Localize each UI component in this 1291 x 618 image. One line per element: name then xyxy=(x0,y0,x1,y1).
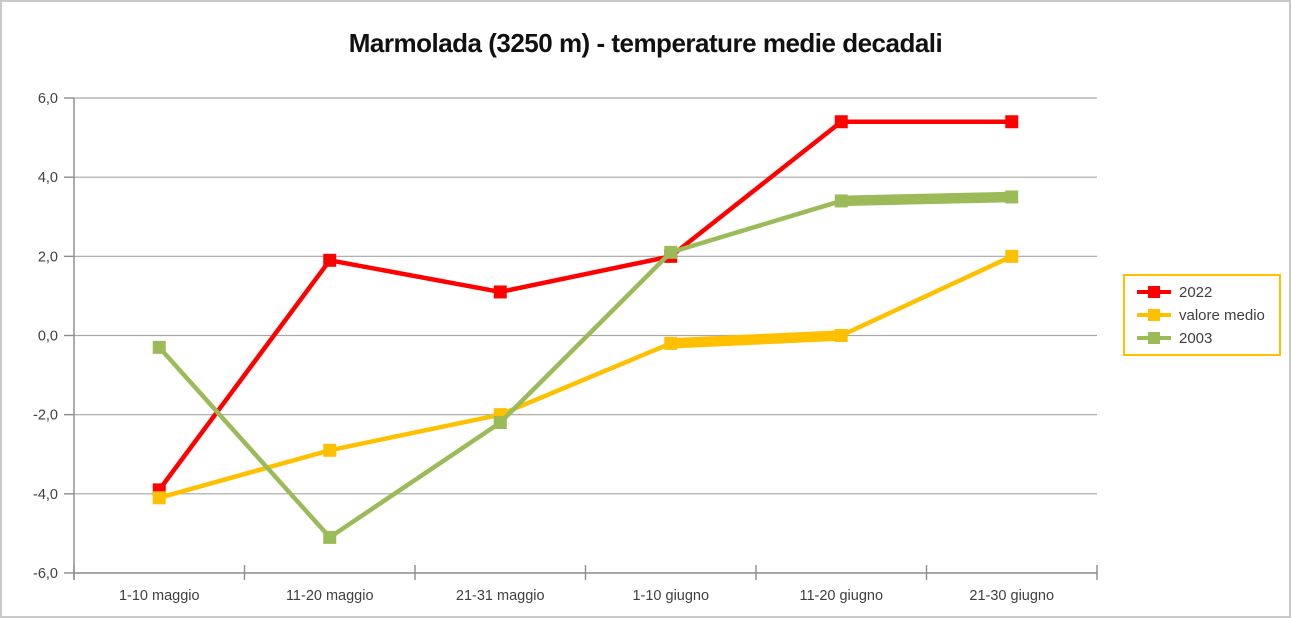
data-point-marker-2003 xyxy=(1005,190,1019,204)
chart-title: Marmolada (3250 m) - temperature medie d… xyxy=(348,28,943,58)
legend-item-2003[interactable]: 2003 xyxy=(1137,328,1275,348)
x-axis-category-label: 21-31 maggio xyxy=(456,588,545,604)
legend-item-valore-medio[interactable]: valore medio xyxy=(1137,305,1275,325)
legend-label: 2003 xyxy=(1179,329,1213,347)
data-point-marker-2003 xyxy=(152,340,166,354)
data-point-marker-2003 xyxy=(323,530,337,544)
x-axis-category-label: 1-10 giugno xyxy=(632,588,709,604)
legend-item-2022[interactable]: 2022 xyxy=(1137,282,1275,302)
y-axis-label: -2,0 xyxy=(33,408,58,424)
data-point-marker-valore-medio xyxy=(1005,249,1019,263)
data-point-marker-valore-medio xyxy=(664,336,678,350)
data-point-marker-valore-medio xyxy=(834,329,848,342)
y-axis-label: 4,0 xyxy=(38,170,58,186)
x-axis-category-label: 11-20 giugno xyxy=(799,588,883,604)
data-point-marker-2022 xyxy=(323,253,337,267)
emphasis-segment-2003 xyxy=(841,191,1012,207)
legend-label: valore medio xyxy=(1179,306,1265,324)
data-point-marker-2003 xyxy=(834,194,848,208)
y-axis-label: 0,0 xyxy=(38,329,58,345)
data-point-marker-2003 xyxy=(493,416,507,430)
y-axis-label: 2,0 xyxy=(38,249,58,265)
y-axis-label: 6,0 xyxy=(38,91,58,107)
x-axis-category-label: 11-20 maggio xyxy=(286,588,374,604)
legend-line-marker-swatch xyxy=(1137,286,1171,298)
emphasis-segment-valore-medio xyxy=(670,330,842,349)
series-line-valore-medio xyxy=(158,254,1013,500)
series-line-2022 xyxy=(157,119,1012,492)
series-line-2003 xyxy=(157,194,1012,540)
legend-line-marker-swatch xyxy=(1137,309,1171,321)
chart-legend: 2022 valore medio 2003 xyxy=(1123,274,1281,356)
legend-label: 2022 xyxy=(1179,283,1213,301)
data-point-marker-valore-medio xyxy=(152,491,166,505)
x-axis-category-label: 1-10 maggio xyxy=(119,588,200,604)
y-axis-label: -4,0 xyxy=(33,487,58,503)
y-axis-label: -6,0 xyxy=(33,566,58,582)
data-point-marker-2022 xyxy=(493,285,507,299)
legend-line-marker-swatch xyxy=(1137,332,1171,344)
data-point-marker-2003 xyxy=(664,245,678,259)
data-point-marker-valore-medio xyxy=(323,443,337,457)
x-axis-category-label: 21-30 giugno xyxy=(969,588,1054,604)
data-point-marker-2022 xyxy=(834,115,848,129)
data-point-marker-2022 xyxy=(1005,115,1019,129)
